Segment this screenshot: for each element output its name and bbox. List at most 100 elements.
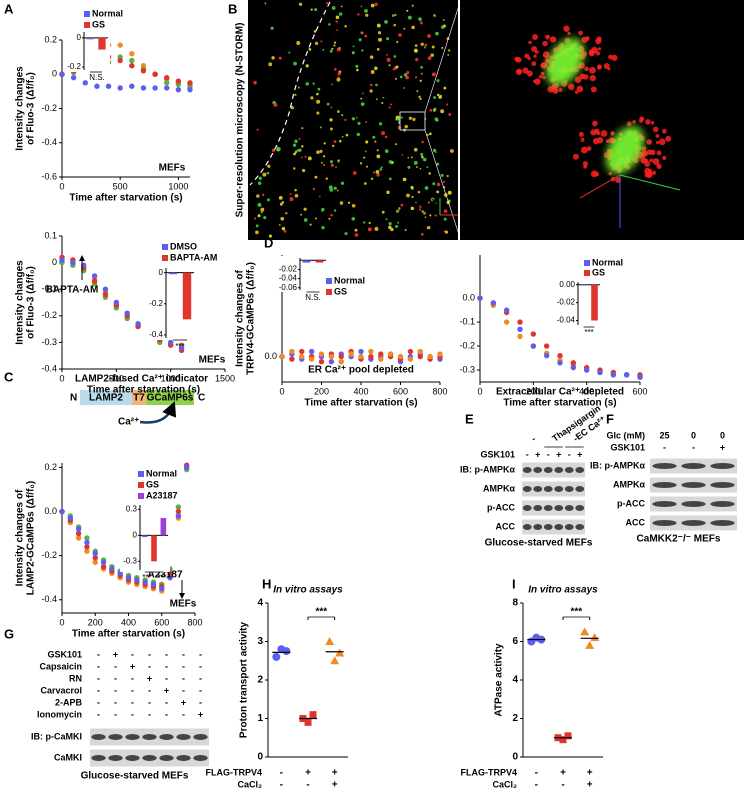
lamp2-signal [597, 64, 602, 70]
x-axis-label: Time after starvation (s) [304, 398, 417, 409]
microscopy-3d-image [460, 0, 744, 240]
puncta [364, 121, 368, 124]
puncta [408, 116, 412, 120]
blot-band [176, 734, 191, 740]
puncta [359, 162, 363, 165]
treatment-label: GSK101 [47, 649, 82, 659]
y-axis-label: Intensity changes [15, 66, 26, 151]
bar [160, 518, 167, 536]
puncta [333, 140, 337, 143]
puncta [320, 161, 323, 164]
puncta [376, 48, 380, 51]
data-point [517, 319, 523, 325]
y-tick-label: 0 [159, 268, 164, 277]
puncta [307, 156, 312, 161]
y-tick-label: 6 [512, 636, 518, 647]
puncta [403, 73, 408, 77]
panel-label: A [4, 1, 14, 16]
data-point [490, 300, 497, 306]
puncta [405, 75, 409, 80]
puncta [331, 144, 335, 148]
legend-label: Normal [146, 468, 177, 478]
puncta [420, 232, 424, 236]
puncta [258, 176, 262, 180]
puncta [344, 118, 347, 122]
y-tick-label: -0.02 [279, 265, 298, 274]
data-point [75, 535, 82, 541]
data-point [70, 74, 77, 81]
puncta [449, 149, 454, 153]
data-point [84, 544, 90, 550]
nucleus-label: Nucleus [256, 81, 288, 90]
puncta [440, 25, 445, 29]
puncta [296, 41, 301, 45]
x-tick-label: 1000 [168, 181, 188, 191]
treatment-sign: - [97, 661, 100, 671]
puncta [420, 66, 423, 69]
bar [151, 535, 157, 562]
treatment-sign: - [547, 449, 550, 459]
panel-label: D [264, 235, 273, 250]
puncta [297, 86, 300, 89]
y-axis-label: Intensity changes [15, 260, 26, 345]
puncta [331, 83, 334, 86]
blot-band [108, 755, 123, 761]
puncta [395, 209, 400, 213]
condition-sign: + [332, 768, 338, 779]
lamp2-signal [596, 36, 602, 42]
legend-label: Normal [334, 275, 365, 285]
y-tick-label: 0 [52, 69, 57, 79]
legend-swatch [138, 482, 144, 488]
puncta [421, 140, 424, 144]
puncta [276, 146, 279, 149]
data-point [325, 637, 335, 645]
puncta [280, 216, 285, 221]
puncta [356, 132, 361, 137]
puncta [413, 147, 418, 152]
lamp2-signal [589, 74, 596, 82]
data-point [152, 85, 158, 91]
axis-letter: x [444, 219, 450, 230]
puncta [285, 212, 288, 215]
puncta [333, 44, 336, 47]
puncta [266, 171, 270, 175]
x-axis-label: Time after starvation (s) [72, 629, 185, 640]
x-tick-label: 800 [187, 617, 202, 627]
panel-caption: Extracellular Ca²⁺ depleted [496, 387, 624, 398]
data-point [125, 575, 132, 581]
y-tick-label: 0.2 [44, 462, 57, 472]
blot-band [142, 734, 157, 740]
puncta [367, 227, 372, 232]
data-point [503, 319, 510, 325]
treatment-sign: 0 [720, 430, 725, 440]
y-tick-label: -0.2 [41, 550, 57, 560]
puncta [329, 160, 334, 164]
lamp2-signal [532, 34, 539, 41]
treatment-sign: + [720, 442, 725, 452]
puncta [294, 93, 297, 96]
treatment-sign: - [97, 673, 100, 683]
puncta [389, 103, 392, 106]
puncta [360, 102, 365, 106]
puncta [330, 127, 333, 131]
treatment-sign: - [182, 661, 185, 671]
puncta [335, 20, 338, 23]
puncta [388, 64, 391, 67]
method-label: Super-resolution microscopy (N-STORM) [235, 23, 246, 218]
lamp2-signal [643, 150, 649, 157]
bar [591, 284, 598, 321]
lamp2-signal [580, 146, 588, 154]
puncta [429, 214, 432, 217]
y-tick-label: -0.2 [149, 299, 163, 308]
blot-band [554, 524, 564, 530]
puncta [329, 118, 333, 122]
blot-row-label: ACC [626, 517, 646, 527]
lamp2-signal [603, 62, 610, 70]
blot-caption: Glucose-starved MEFs [81, 771, 189, 782]
blot-row-label: p-ACC [617, 498, 645, 508]
puncta [351, 117, 356, 121]
significance: *** [584, 328, 593, 337]
x-tick-label: 1000 [161, 373, 181, 383]
puncta [419, 167, 422, 170]
puncta [418, 17, 422, 21]
